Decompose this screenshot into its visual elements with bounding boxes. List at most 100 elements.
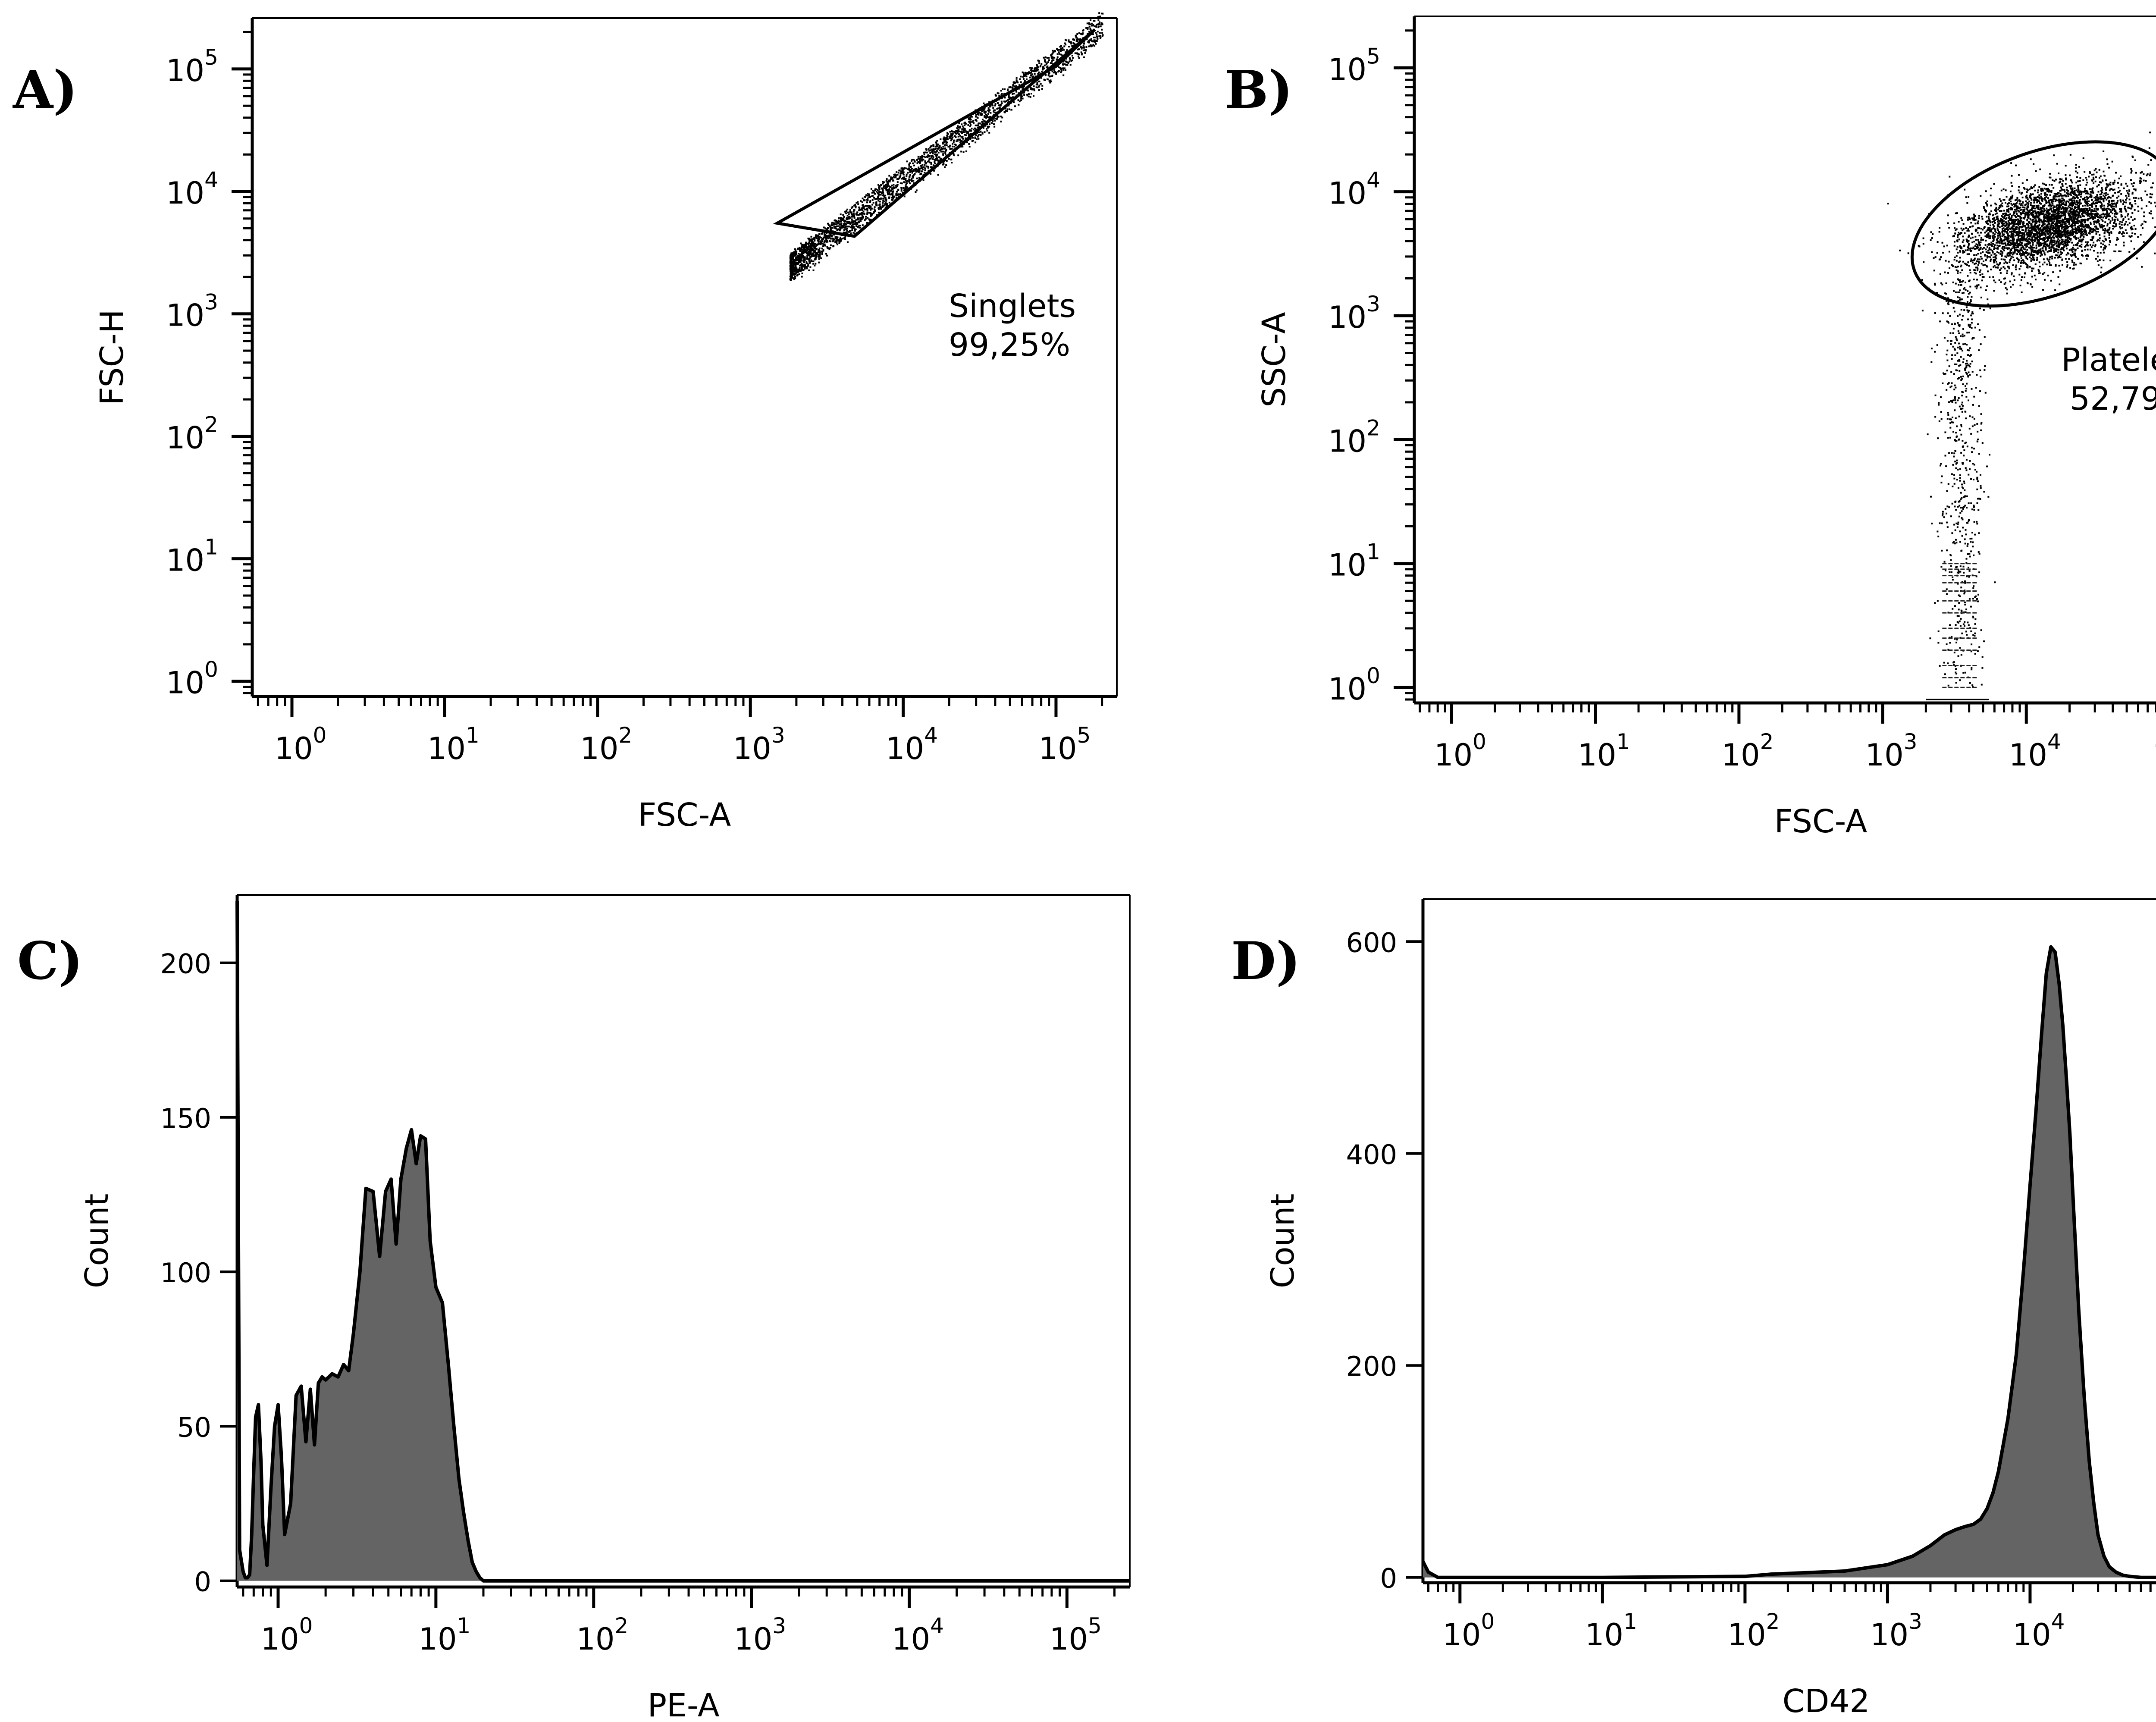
event-dot	[2075, 200, 2078, 202]
event-dot	[845, 228, 847, 230]
event-dot	[906, 180, 909, 182]
event-dot	[2078, 203, 2081, 205]
event-dot	[1033, 88, 1035, 90]
event-dot	[859, 226, 861, 229]
event-dot	[1033, 95, 1035, 97]
event-dot	[794, 271, 796, 273]
event-dot	[2050, 210, 2053, 212]
event-dot	[823, 226, 825, 229]
event-dot	[2016, 198, 2018, 200]
event-dot	[847, 211, 849, 213]
event-dot	[2025, 194, 2028, 197]
event-dot	[2031, 221, 2034, 223]
event-dot	[2150, 159, 2152, 161]
event-dot	[2128, 189, 2130, 191]
event-dot	[909, 162, 911, 164]
event-dot	[2052, 236, 2054, 238]
event-dot	[927, 160, 929, 163]
event-dot	[809, 246, 812, 248]
event-dot	[1022, 88, 1024, 91]
event-dot	[922, 179, 924, 181]
event-dot	[2049, 228, 2052, 230]
event-dot	[808, 260, 810, 262]
event-dot	[825, 232, 827, 234]
event-dot	[939, 149, 941, 151]
event-dot	[1020, 97, 1022, 99]
event-dot	[810, 241, 812, 243]
event-dot	[2062, 211, 2064, 213]
event-dot	[1071, 59, 1073, 61]
event-dot	[930, 161, 932, 163]
event-dot	[2143, 220, 2146, 223]
event-dot	[2101, 191, 2103, 194]
event-dot	[877, 211, 880, 213]
event-dot	[2095, 231, 2097, 233]
event-dot	[1085, 27, 1087, 29]
event-dot	[1018, 100, 1021, 103]
event-dot	[2119, 221, 2122, 223]
y-tick-label: 103	[166, 290, 218, 333]
event-dot	[2031, 246, 2033, 248]
event-dot	[879, 185, 881, 188]
event-dot	[2097, 228, 2099, 230]
event-dot	[2000, 250, 2002, 252]
event-dot	[798, 268, 800, 270]
event-dot	[1024, 75, 1026, 77]
event-dot	[1100, 25, 1102, 28]
event-dot	[831, 238, 834, 240]
event-dot	[1989, 230, 1991, 232]
event-dot	[836, 240, 838, 242]
event-dot	[791, 255, 793, 257]
event-dot	[1087, 41, 1089, 43]
event-dot	[2103, 198, 2105, 200]
event-dot	[901, 178, 903, 180]
event-dot	[2085, 184, 2087, 186]
event-dot	[981, 121, 983, 123]
event-dot	[988, 111, 990, 113]
event-dot	[872, 212, 874, 214]
event-dot	[1101, 35, 1103, 37]
event-dot	[896, 181, 899, 183]
event-dot	[1080, 51, 1082, 53]
event-dot	[807, 264, 809, 266]
event-dot	[836, 242, 838, 244]
event-dot	[1986, 222, 1988, 224]
event-dot	[809, 257, 812, 259]
event-dot	[818, 233, 821, 235]
event-dot	[791, 256, 793, 258]
event-dot	[965, 137, 967, 139]
event-dot	[2002, 229, 2004, 231]
event-dot	[1056, 56, 1059, 58]
event-dot	[871, 195, 873, 198]
event-dot	[2025, 197, 2028, 199]
event-dot	[1035, 86, 1037, 88]
event-dot	[2052, 204, 2054, 207]
event-dot	[1022, 97, 1024, 100]
event-dot	[2045, 228, 2047, 230]
event-dot	[2083, 236, 2085, 238]
event-dot	[1035, 68, 1037, 70]
event-dot	[2022, 206, 2024, 208]
event-dot	[2045, 214, 2047, 216]
event-dot	[1004, 88, 1006, 90]
event-dot	[2029, 230, 2031, 232]
event-dot	[2068, 235, 2071, 237]
event-dot	[1992, 227, 1994, 229]
event-dot	[1059, 53, 1061, 55]
event-dot	[891, 193, 893, 195]
event-dot	[1989, 252, 1991, 254]
event-dot	[1094, 20, 1096, 22]
event-dot	[858, 209, 860, 211]
event-dot	[812, 241, 815, 243]
event-dot	[818, 240, 820, 242]
event-dot	[2113, 207, 2115, 210]
event-dot	[790, 269, 792, 271]
event-dot	[2062, 235, 2064, 237]
event-dot	[891, 197, 893, 199]
event-dot	[2095, 206, 2097, 208]
event-dot	[1029, 88, 1031, 90]
event-dot	[2148, 212, 2150, 214]
event-dot	[881, 192, 883, 194]
event-dot	[822, 236, 824, 238]
event-dot	[1973, 213, 1975, 216]
